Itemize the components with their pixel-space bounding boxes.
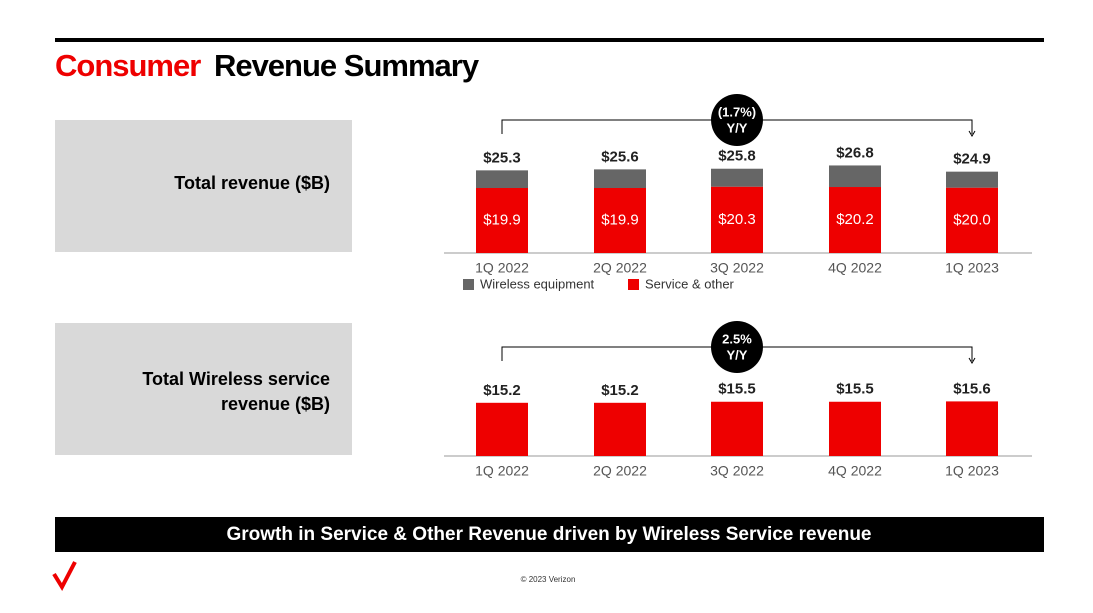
value-label: $20.0: [953, 211, 991, 228]
bar-segment: [829, 165, 881, 188]
footer: © 2023 Verizon: [521, 575, 576, 584]
bar-segment: [476, 402, 528, 456]
total-label: $26.8: [836, 144, 874, 161]
bar-segment: [594, 187, 646, 253]
bar-segment: [829, 187, 881, 253]
value-label: $15.5: [718, 381, 756, 398]
x-tick-label: 1Q 2022: [475, 260, 529, 276]
x-tick-label: 4Q 2022: [828, 463, 882, 479]
title-main: Revenue Summary: [214, 48, 480, 83]
panel-label: Total revenue ($B): [174, 173, 330, 193]
title-accent: Consumer: [55, 48, 201, 83]
total-label: $24.9: [953, 151, 991, 168]
annotation-badge: [711, 321, 763, 373]
panel-label: revenue ($B): [221, 394, 330, 414]
bar-segment: [594, 169, 646, 188]
value-label: $19.9: [601, 211, 639, 228]
bar-segment: [946, 171, 998, 188]
logo-check: [52, 561, 77, 592]
value-label: $15.5: [836, 381, 874, 398]
x-tick-label: 3Q 2022: [710, 463, 764, 479]
panel: [55, 323, 352, 455]
title: Consumer Revenue Summary: [55, 48, 480, 83]
total-label: $25.8: [718, 148, 756, 165]
bar-segment: [946, 187, 998, 253]
legend-label: Service & other: [645, 276, 735, 291]
value-label: $19.9: [483, 211, 521, 228]
bracket-arrow: [968, 130, 976, 137]
total-label: $25.6: [601, 148, 639, 165]
value-label: $20.2: [836, 211, 874, 228]
x-tick-label: 1Q 2023: [945, 463, 999, 479]
x-tick-label: 4Q 2022: [828, 260, 882, 276]
annotation: 2.5%: [722, 331, 752, 346]
annotation-sub: Y/Y: [727, 120, 748, 135]
value-label: $15.6: [953, 380, 991, 397]
annotation: (1.7%): [718, 104, 756, 119]
bar-segment: [711, 168, 763, 187]
bracket-arrow: [968, 357, 976, 364]
banner-text: Growth in Service & Other Revenue driven…: [226, 524, 871, 545]
bar-segment: [711, 186, 763, 253]
panel-label: Total Wireless service: [142, 369, 330, 389]
x-tick-label: 3Q 2022: [710, 260, 764, 276]
bar-segment: [829, 401, 881, 456]
bar-segment: [476, 187, 528, 253]
x-tick-label: 2Q 2022: [593, 463, 647, 479]
bar-segment: [946, 401, 998, 456]
bar-segment: [594, 402, 646, 456]
legend-swatch: [628, 279, 639, 290]
panel: [55, 120, 352, 252]
legend-swatch: [463, 279, 474, 290]
annotation-sub: Y/Y: [727, 347, 748, 362]
legend-label: Wireless equipment: [480, 276, 595, 291]
value-label: $15.2: [483, 382, 521, 399]
bar-segment: [711, 401, 763, 456]
x-tick-label: 2Q 2022: [593, 260, 647, 276]
banner: [55, 517, 1044, 552]
x-tick-label: 1Q 2023: [945, 260, 999, 276]
value-label: $20.3: [718, 211, 756, 228]
x-tick-label: 1Q 2022: [475, 463, 529, 479]
value-label: $15.2: [601, 382, 639, 399]
total-label: $25.3: [483, 149, 521, 166]
annotation-badge: [711, 94, 763, 146]
bar-segment: [476, 170, 528, 188]
top-rule: [55, 38, 1044, 42]
